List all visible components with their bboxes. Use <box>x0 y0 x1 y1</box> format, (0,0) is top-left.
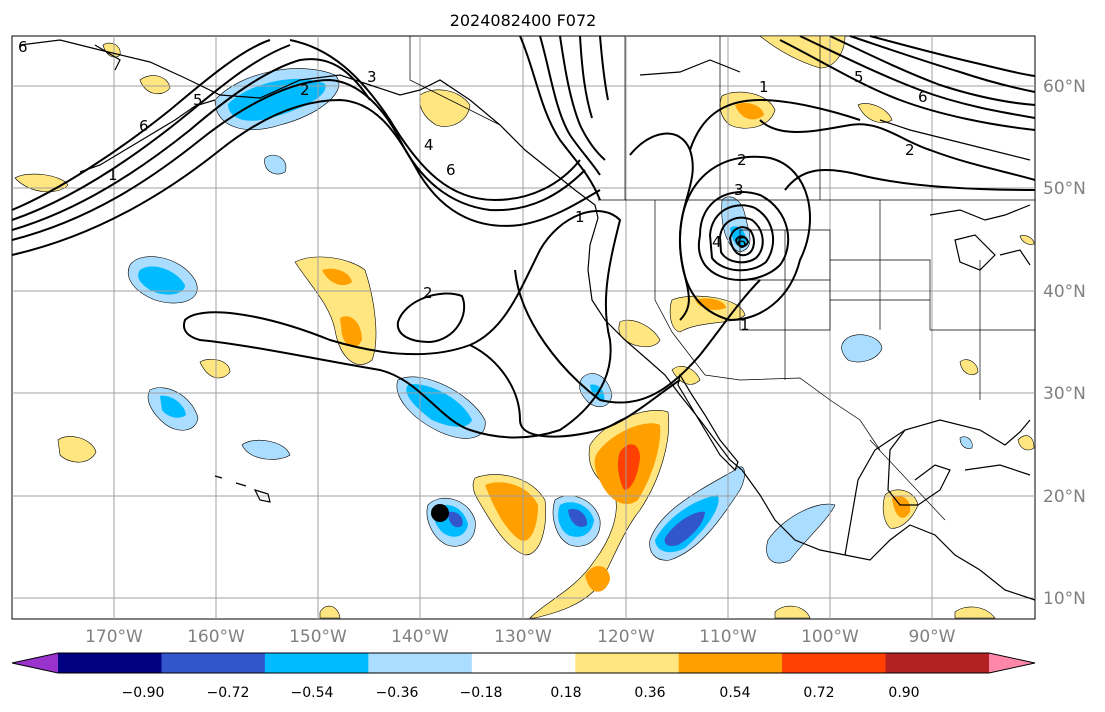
svg-text:−0.36: −0.36 <box>376 685 419 701</box>
svg-text:150°W: 150°W <box>289 627 347 647</box>
svg-text:20°N: 20°N <box>1043 487 1086 507</box>
graticule <box>12 36 1035 619</box>
political-borders <box>409 36 1035 521</box>
colorbar-extend-max <box>989 653 1035 673</box>
svg-text:1: 1 <box>740 316 750 334</box>
svg-text:−0.90: −0.90 <box>122 685 165 701</box>
svg-text:60°N: 60°N <box>1043 77 1086 97</box>
svg-text:0.90: 0.90 <box>888 685 919 701</box>
svg-text:6: 6 <box>446 161 456 179</box>
svg-text:1: 1 <box>575 208 585 226</box>
colorbar-tick-labels: −0.90 −0.72 −0.54 −0.36 −0.18 0.18 0.36 … <box>122 685 920 701</box>
height-contours <box>11 35 1036 439</box>
storm-center-marker <box>431 504 449 522</box>
svg-text:2: 2 <box>423 284 433 302</box>
colorbar-segment <box>58 653 162 673</box>
colorbar <box>11 652 1036 674</box>
colorbar-segment <box>368 653 473 673</box>
colorbar-extend-min <box>12 653 58 673</box>
svg-text:1: 1 <box>759 78 769 96</box>
svg-text:6: 6 <box>737 234 747 252</box>
colorbar-outline <box>11 652 1036 674</box>
svg-text:0.72: 0.72 <box>803 685 834 701</box>
svg-text:−0.54: −0.54 <box>291 685 334 701</box>
svg-text:50°N: 50°N <box>1043 179 1086 199</box>
svg-text:0.36: 0.36 <box>634 685 665 701</box>
svg-text:2: 2 <box>737 151 747 169</box>
svg-text:30°N: 30°N <box>1043 384 1086 404</box>
svg-text:40°N: 40°N <box>1043 282 1086 302</box>
svg-text:2: 2 <box>905 141 915 159</box>
svg-text:3: 3 <box>367 68 377 86</box>
svg-text:160°W: 160°W <box>187 627 245 647</box>
svg-text:−0.72: −0.72 <box>207 685 250 701</box>
colorbar-segment <box>885 653 990 673</box>
svg-text:90°W: 90°W <box>909 627 956 647</box>
svg-text:1: 1 <box>108 166 118 184</box>
latitude-labels: 60°N 50°N 40°N 30°N 20°N 10°N <box>1043 77 1086 609</box>
svg-text:3: 3 <box>734 181 744 199</box>
svg-text:6: 6 <box>918 88 928 106</box>
svg-text:120°W: 120°W <box>597 627 655 647</box>
svg-text:4: 4 <box>712 233 722 251</box>
svg-text:5: 5 <box>854 68 864 86</box>
svg-text:130°W: 130°W <box>494 627 552 647</box>
svg-text:140°W: 140°W <box>391 627 449 647</box>
colorbar-segment <box>782 653 887 673</box>
coastlines <box>19 39 1036 601</box>
contour-labels: 1 6 5 2 3 4 6 2 6 3 2 1 1 4 5 6 2 6 1 <box>18 38 928 334</box>
colorbar-segment <box>471 653 576 673</box>
colorbar-segment <box>575 653 680 673</box>
svg-text:10°N: 10°N <box>1043 589 1086 609</box>
longitude-labels: 170°W 160°W 150°W 140°W 130°W 120°W 110°… <box>85 627 956 647</box>
svg-text:5: 5 <box>193 91 203 109</box>
colorbar-segment <box>678 653 783 673</box>
svg-text:100°W: 100°W <box>801 627 859 647</box>
svg-text:0.18: 0.18 <box>550 685 581 701</box>
map-panel: 1 6 5 2 3 4 6 2 6 3 2 1 1 4 5 6 2 6 1 <box>11 35 1036 620</box>
svg-text:6: 6 <box>139 117 149 135</box>
svg-text:170°W: 170°W <box>85 627 143 647</box>
svg-text:6: 6 <box>18 38 28 56</box>
svg-text:0.54: 0.54 <box>719 685 750 701</box>
svg-text:110°W: 110°W <box>699 627 757 647</box>
negative-anomaly-gulf-alaska-core <box>228 78 326 121</box>
colorbar-segment <box>161 653 266 673</box>
svg-text:2: 2 <box>300 81 310 99</box>
svg-text:4: 4 <box>424 136 434 154</box>
map-title: 2024082400 F072 <box>450 11 597 30</box>
colorbar-segment <box>264 653 369 673</box>
svg-text:−0.18: −0.18 <box>460 685 503 701</box>
